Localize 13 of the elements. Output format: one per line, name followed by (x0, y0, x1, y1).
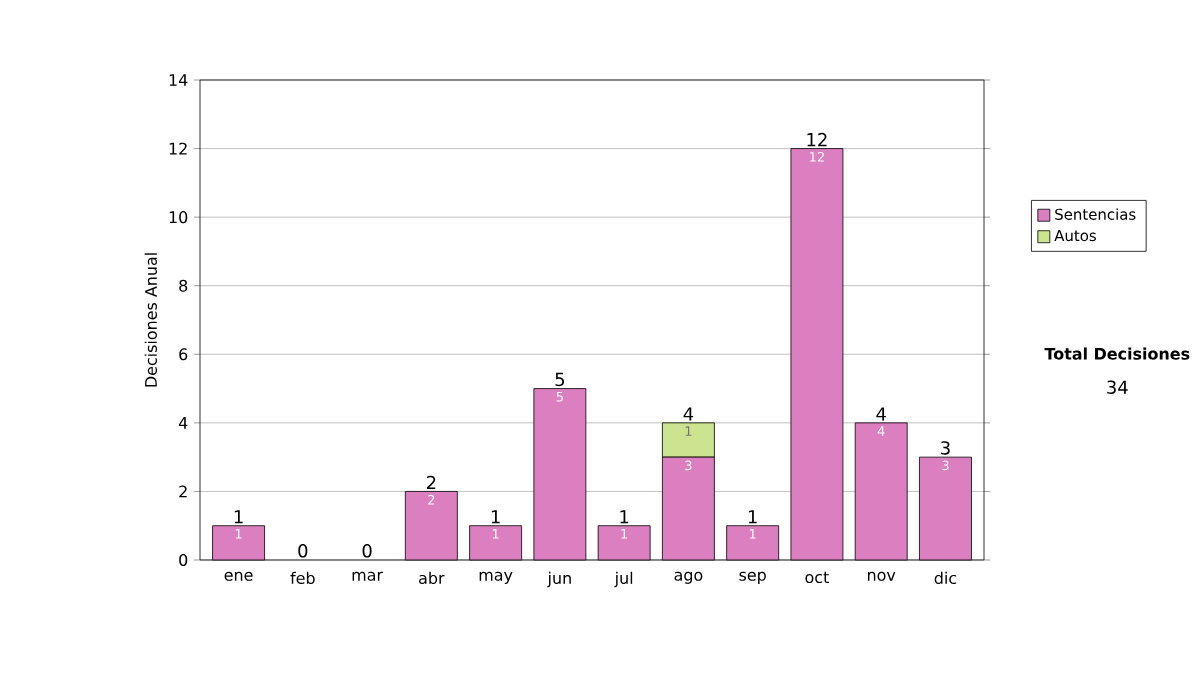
total-label: 4 (683, 407, 694, 421)
total-label: 0 (298, 544, 308, 558)
total-label: 1 (748, 510, 757, 524)
total-label: 4 (876, 407, 886, 421)
total-label: 12 (807, 132, 827, 147)
total-label: 1 (491, 510, 500, 524)
total-label: 1 (234, 510, 243, 524)
total-label: 5 (555, 372, 565, 387)
total-label: 0 (362, 544, 372, 558)
text: 34 (1107, 380, 1128, 394)
total-label: 2 (426, 475, 436, 490)
total-label: 3 (941, 441, 950, 455)
total-label: 1 (620, 510, 629, 524)
